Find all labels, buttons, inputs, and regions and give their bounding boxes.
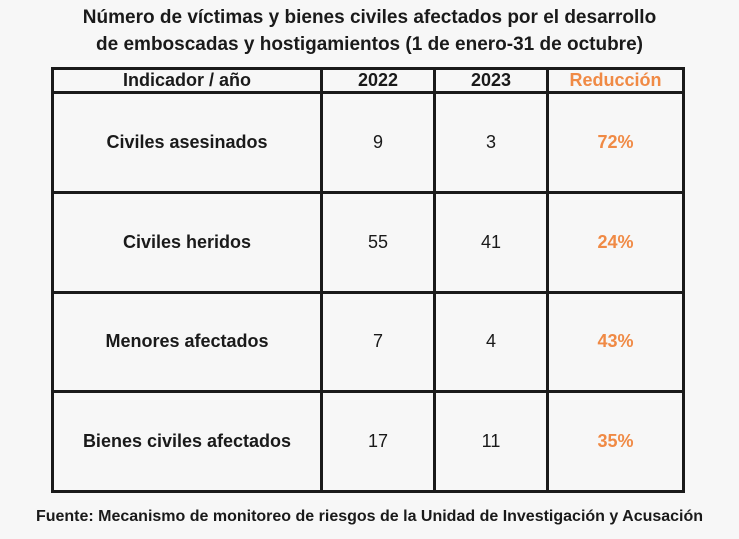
row-reduction: 43%: [546, 290, 685, 394]
chart-title: Número de víctimas y bienes civiles afec…: [0, 4, 739, 58]
chart-title-line-2: de emboscadas y hostigamientos (1 de ene…: [96, 34, 643, 55]
row-value-2023: 41: [433, 190, 549, 294]
row-reduction: 24%: [546, 190, 685, 294]
row-indicator: Civiles heridos: [51, 190, 323, 294]
row-value-2022: 7: [320, 290, 436, 394]
data-table: Indicador / año 2022 2023 Reducción Civi…: [51, 67, 685, 493]
table-row: Bienes civiles afectados 17 11 35%: [51, 390, 685, 493]
table-row: Civiles heridos 55 41 24%: [51, 190, 685, 294]
header-reduction: Reducción: [546, 67, 685, 94]
row-reduction: 72%: [546, 91, 685, 194]
chart-title-line-1: Número de víctimas y bienes civiles afec…: [82, 7, 657, 28]
table-row: Civiles asesinados 9 3 72%: [51, 91, 685, 194]
row-indicator: Menores afectados: [51, 290, 323, 394]
table-header-row: Indicador / año 2022 2023 Reducción: [51, 67, 685, 94]
row-indicator: Bienes civiles afectados: [51, 390, 323, 493]
source-note: Fuente: Mecanismo de monitoreo de riesgo…: [35, 508, 704, 525]
row-value-2022: 9: [320, 91, 436, 194]
row-value-2022: 55: [320, 190, 436, 294]
row-value-2023: 4: [433, 290, 549, 394]
header-2022: 2022: [320, 67, 436, 94]
header-2023: 2023: [433, 67, 549, 94]
row-indicator: Civiles asesinados: [51, 91, 323, 194]
row-reduction: 35%: [546, 390, 685, 493]
row-value-2022: 17: [320, 390, 436, 493]
header-indicator: Indicador / año: [51, 67, 323, 94]
row-value-2023: 3: [433, 91, 549, 194]
table-row: Menores afectados 7 4 43%: [51, 290, 685, 394]
row-value-2023: 11: [433, 390, 549, 493]
